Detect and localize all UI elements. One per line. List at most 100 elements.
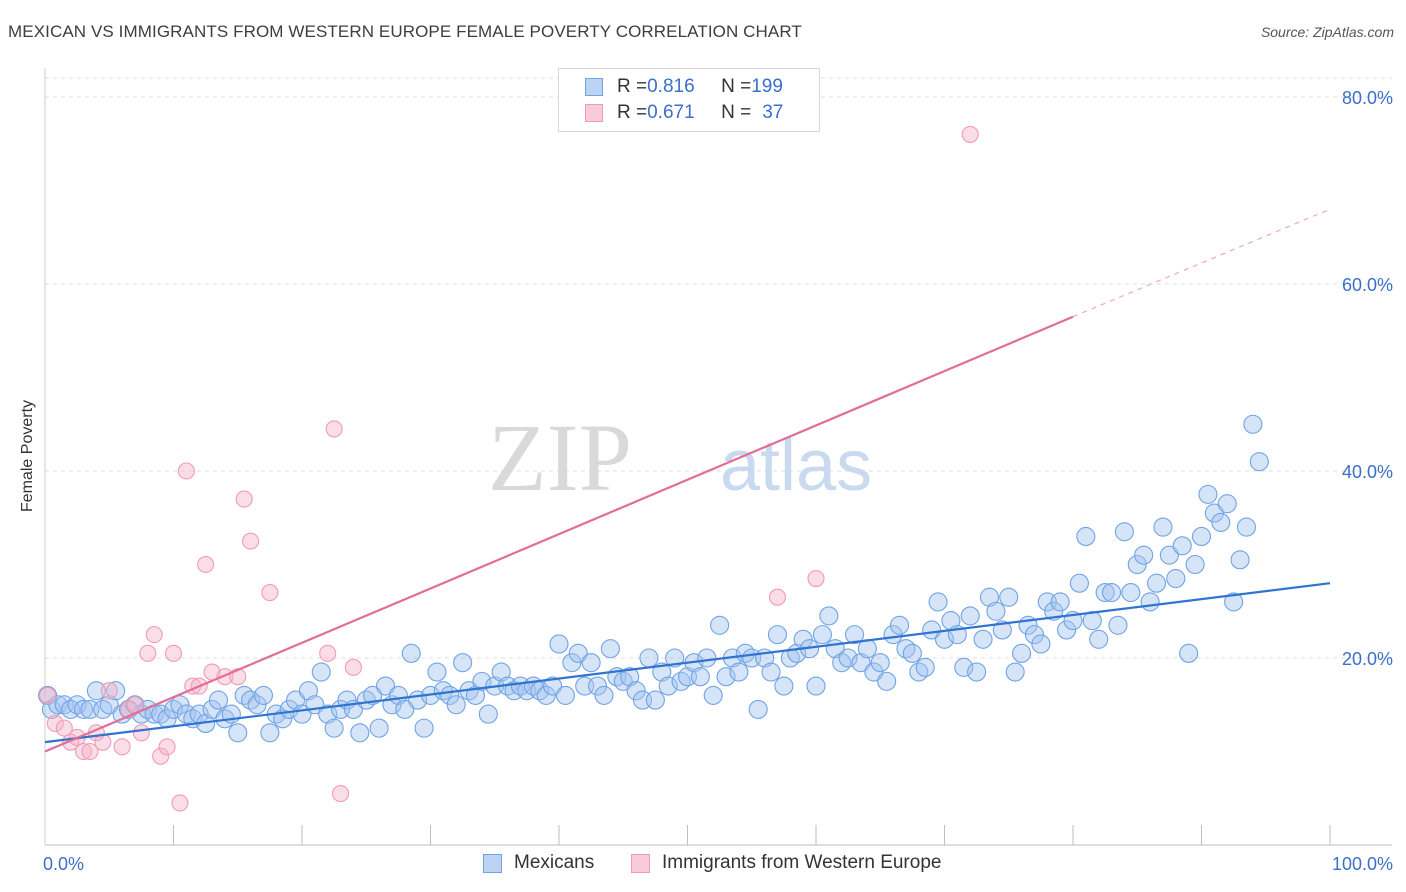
mexicans-trend-line — [44, 582, 1331, 744]
legend-r-value: 0.671 — [647, 102, 695, 123]
y-tick-label: 80.0% — [1342, 88, 1393, 108]
mexicans-point — [568, 643, 588, 663]
mexicans-point — [999, 587, 1019, 607]
immigrants-point — [132, 724, 150, 742]
mexicans-point — [1102, 582, 1122, 603]
y-tick-label: 20.0% — [1342, 649, 1393, 669]
legend-swatch-immigrants — [585, 104, 603, 122]
mexicans-point — [375, 676, 396, 696]
mexicans-point — [446, 695, 466, 715]
immigrants-point — [177, 462, 195, 480]
mexicans-point — [106, 681, 126, 701]
mexicans-point — [1191, 526, 1212, 547]
mexicans-point — [620, 667, 640, 687]
immigrants-points — [39, 125, 979, 812]
mexicans-point — [472, 671, 492, 691]
legend-swatch-mexicans — [585, 78, 603, 96]
legend-row-immigrants: R = 0.671 N = 37 — [585, 102, 783, 124]
mexicans-point — [851, 653, 871, 673]
mexicans-point — [1211, 512, 1231, 532]
mexicans-point — [626, 681, 646, 701]
mexicans-point — [600, 639, 620, 659]
mexicans-point — [1249, 452, 1269, 472]
immigrants-point — [197, 555, 215, 574]
mexicans-point — [889, 615, 910, 635]
y-tick-label: 40.0% — [1342, 462, 1393, 482]
mexicans-point — [812, 625, 832, 645]
mexicans-point — [99, 695, 119, 715]
mexicans-point — [703, 685, 723, 705]
mexicans-point — [690, 667, 710, 687]
mexicans-point — [652, 662, 672, 682]
mexicans-point — [549, 634, 569, 654]
legend-n-label: N = — [721, 76, 752, 97]
watermark-zip: ZIP — [488, 404, 632, 511]
immigrants-point — [235, 490, 253, 508]
x-tick-label: 100.0% — [1332, 854, 1393, 874]
mexicans-point — [857, 639, 877, 659]
mexicans-point — [465, 685, 486, 705]
mexicans-point — [1153, 517, 1173, 537]
mexicans-point — [253, 685, 274, 705]
stats-legend: R = 0.816 N = 199 R = 0.671 N = 37 — [558, 68, 820, 132]
mexicans-point — [1114, 522, 1134, 542]
tick-labels: 20.0% 40.0% 60.0% 80.0% 0.0% 100.0% — [43, 88, 1393, 874]
mexicans-point — [967, 662, 987, 682]
immigrants-point — [158, 738, 176, 756]
chart-title: MEXICAN VS IMMIGRANTS FROM WESTERN EUROP… — [8, 22, 802, 41]
mexicans-point — [1121, 582, 1141, 603]
mexicans-point — [986, 601, 1006, 621]
mexicans-point — [74, 699, 94, 719]
mexicans-point — [864, 662, 884, 682]
mexicans-point — [427, 662, 447, 682]
immigrants-point — [75, 742, 93, 761]
mexicans-point — [1185, 554, 1205, 575]
legend-n-value: 199 — [751, 76, 783, 97]
immigrants-point — [319, 644, 337, 662]
legend-item-immigrants: Immigrants from Western Europe — [631, 852, 941, 874]
mexicans-point — [1031, 634, 1051, 654]
mexicans-point — [581, 653, 601, 673]
x-tick-label: 0.0% — [43, 854, 84, 874]
mexicans-point — [414, 718, 434, 738]
mexicans-point — [170, 695, 190, 715]
mexicans-point — [324, 718, 344, 738]
legend-swatch-immigrants — [631, 853, 650, 873]
immigrants-point — [344, 658, 362, 676]
mexicans-point — [1230, 550, 1250, 570]
immigrants-point — [81, 742, 99, 761]
mexicans-point — [1089, 629, 1109, 649]
mexicans-point — [1224, 592, 1244, 612]
mexicans-point — [594, 685, 614, 705]
mexicans-points — [38, 414, 1269, 743]
mexicans-point — [543, 676, 563, 696]
mexicans-point — [536, 685, 556, 705]
immigrants-point — [46, 714, 64, 733]
mexicans-point — [1217, 494, 1237, 514]
mexicans-point — [716, 667, 736, 687]
mexicans-point — [844, 625, 865, 645]
mexicans-point — [697, 648, 717, 668]
legend-r-label: R = — [617, 102, 648, 123]
legend-n-value: 37 — [762, 102, 784, 123]
mexicans-point — [555, 685, 575, 705]
mexicans-point — [1108, 615, 1128, 635]
mexicans-point — [1243, 414, 1263, 434]
mexicans-point — [202, 699, 222, 719]
mexicans-point — [491, 662, 511, 682]
mexicans-point — [298, 681, 318, 701]
immigrants-point — [261, 583, 279, 602]
legend-label-mexicans: Mexicans — [514, 852, 595, 873]
mexicans-point — [1172, 536, 1192, 556]
mexicans-point — [1134, 545, 1154, 565]
mexicans-point — [960, 606, 980, 626]
immigrants-point — [139, 644, 157, 662]
mexicans-point — [260, 723, 280, 743]
mexicans-point — [819, 606, 839, 626]
mexicans-point — [562, 653, 582, 673]
mexicans-point — [1076, 526, 1096, 547]
mexicans-point — [318, 704, 338, 724]
immigrants-point — [39, 686, 57, 704]
immigrants-point — [113, 738, 131, 756]
mexicans-point — [1179, 643, 1199, 663]
